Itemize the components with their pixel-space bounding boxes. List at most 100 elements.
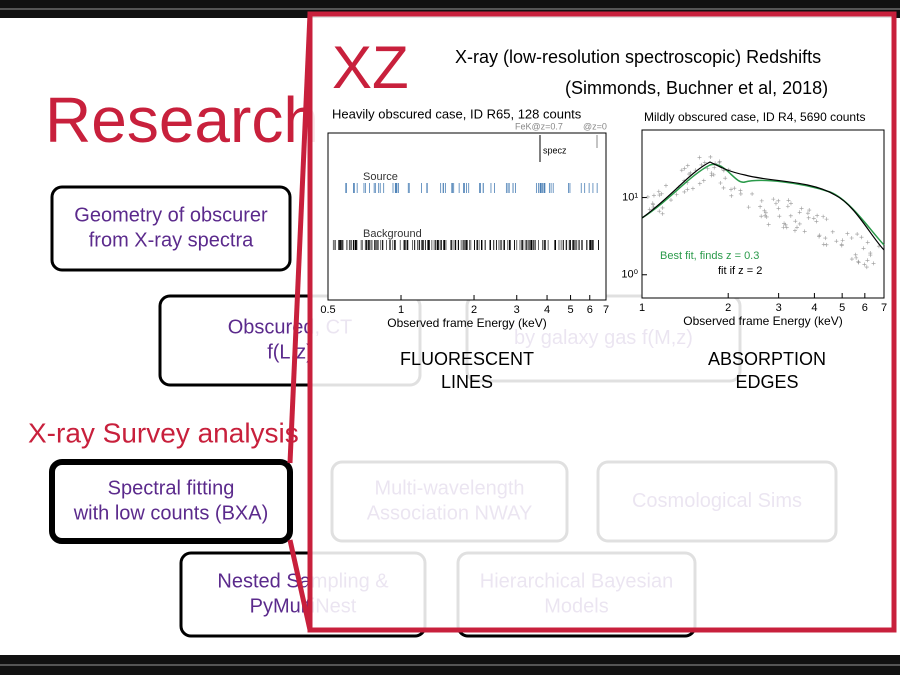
plot-frame xyxy=(327,132,607,301)
data-cross xyxy=(729,187,734,192)
box-label: Geometry of obscurer xyxy=(74,204,268,226)
data-cross xyxy=(721,185,726,190)
legend-entry: Best fit, finds z = 0.3 xyxy=(660,250,759,262)
x-tick-label: 4 xyxy=(544,304,550,316)
x-tick-label: 0.5 xyxy=(320,304,335,316)
data-cross xyxy=(839,243,844,248)
x-tick-label: 2 xyxy=(471,304,477,316)
x-tick-label: 4 xyxy=(811,302,817,314)
data-cross xyxy=(821,242,826,247)
data-cross xyxy=(788,201,793,206)
data-cross xyxy=(697,181,702,186)
data-cross xyxy=(805,211,810,216)
data-cross xyxy=(821,214,826,219)
x-tick-label: 5 xyxy=(567,304,573,316)
data-cross xyxy=(674,192,679,197)
x-axis-label: Observed frame Energy (keV) xyxy=(387,316,546,330)
data-cross xyxy=(758,204,763,209)
zoom-line xyxy=(287,13,313,464)
data-cross xyxy=(849,235,854,240)
data-cross xyxy=(830,229,835,234)
box-label: with low counts (BXA) xyxy=(73,502,269,524)
data-cross xyxy=(864,265,869,270)
data-cross xyxy=(814,219,819,224)
plot-annotation: Source xyxy=(363,171,398,183)
data-cross xyxy=(786,198,791,203)
data-cross xyxy=(806,215,811,220)
data-cross xyxy=(657,193,662,198)
data-cross xyxy=(862,262,867,267)
data-cross xyxy=(782,221,787,226)
data-cross xyxy=(853,252,858,257)
x-axis-label: Observed frame Energy (keV) xyxy=(683,314,842,328)
y-tick-label: 10⁰ xyxy=(621,269,638,281)
data-cross xyxy=(746,205,751,210)
x-tick-label: 2 xyxy=(725,302,731,314)
inset-content: XZ X-ray (low-resolution spectroscopic) … xyxy=(320,34,887,392)
alt-curve xyxy=(641,161,885,251)
data-cross xyxy=(750,191,755,196)
data-cross xyxy=(817,234,822,239)
plot-annotation: Background xyxy=(363,228,422,240)
legend-entry: fit if z = 2 xyxy=(718,265,762,277)
data-cross xyxy=(854,255,859,260)
data-cross xyxy=(861,246,866,251)
plot-annotation: specz xyxy=(543,145,567,155)
data-cross xyxy=(759,198,764,203)
data-cross xyxy=(802,229,807,234)
data-cross xyxy=(797,210,802,215)
data-cross xyxy=(738,191,743,196)
data-cross xyxy=(849,257,854,262)
box-label: Spectral fitting xyxy=(108,477,235,499)
data-cross xyxy=(702,160,707,165)
data-cross xyxy=(699,162,704,167)
data-cross xyxy=(763,210,768,215)
inset-caption: LINES xyxy=(441,372,493,392)
data-cross xyxy=(709,173,714,178)
inset-caption: ABSORPTION xyxy=(708,349,826,369)
top-bar-stripe xyxy=(0,8,900,10)
data-cross xyxy=(687,172,692,177)
data-cross xyxy=(788,213,793,218)
data-cross xyxy=(660,205,665,210)
x-tick-label: 7 xyxy=(881,302,887,314)
data-cross xyxy=(723,176,728,181)
data-cross xyxy=(815,213,820,218)
data-cross xyxy=(834,239,839,244)
plot-annotation: @z=0 xyxy=(583,121,607,131)
data-cross xyxy=(762,208,767,213)
data-cross xyxy=(656,189,661,194)
data-cross xyxy=(781,225,786,230)
data-cross xyxy=(799,206,804,211)
data-cross xyxy=(795,225,799,230)
inset-title: X-ray (low-resolution spectroscopic) Red… xyxy=(455,47,821,67)
data-cross xyxy=(784,225,789,230)
data-cross xyxy=(763,213,768,218)
data-cross xyxy=(824,217,829,222)
data-cross xyxy=(732,186,737,191)
inset-logo: XZ xyxy=(332,34,409,101)
data-cross xyxy=(651,202,656,207)
data-cross xyxy=(660,211,665,216)
section-heading: X-ray Survey analysis xyxy=(28,417,299,448)
data-cross xyxy=(824,242,829,247)
data-cross xyxy=(711,172,716,177)
data-cross xyxy=(645,194,650,199)
plot-title: Heavily obscured case, ID R65, 128 count… xyxy=(332,106,582,121)
data-cross xyxy=(797,221,802,226)
x-tick-label: 5 xyxy=(839,302,845,314)
plot-frame xyxy=(641,129,885,299)
data-cross xyxy=(697,155,702,160)
data-cross xyxy=(776,206,781,211)
data-cross xyxy=(773,201,778,206)
data-cross xyxy=(785,204,790,209)
inset-panel xyxy=(307,11,897,633)
data-cross xyxy=(668,198,673,203)
data-cross xyxy=(647,207,652,212)
data-cross xyxy=(729,193,734,198)
data-cross xyxy=(811,216,816,221)
data-cross xyxy=(868,253,873,258)
data-cross xyxy=(856,260,861,265)
